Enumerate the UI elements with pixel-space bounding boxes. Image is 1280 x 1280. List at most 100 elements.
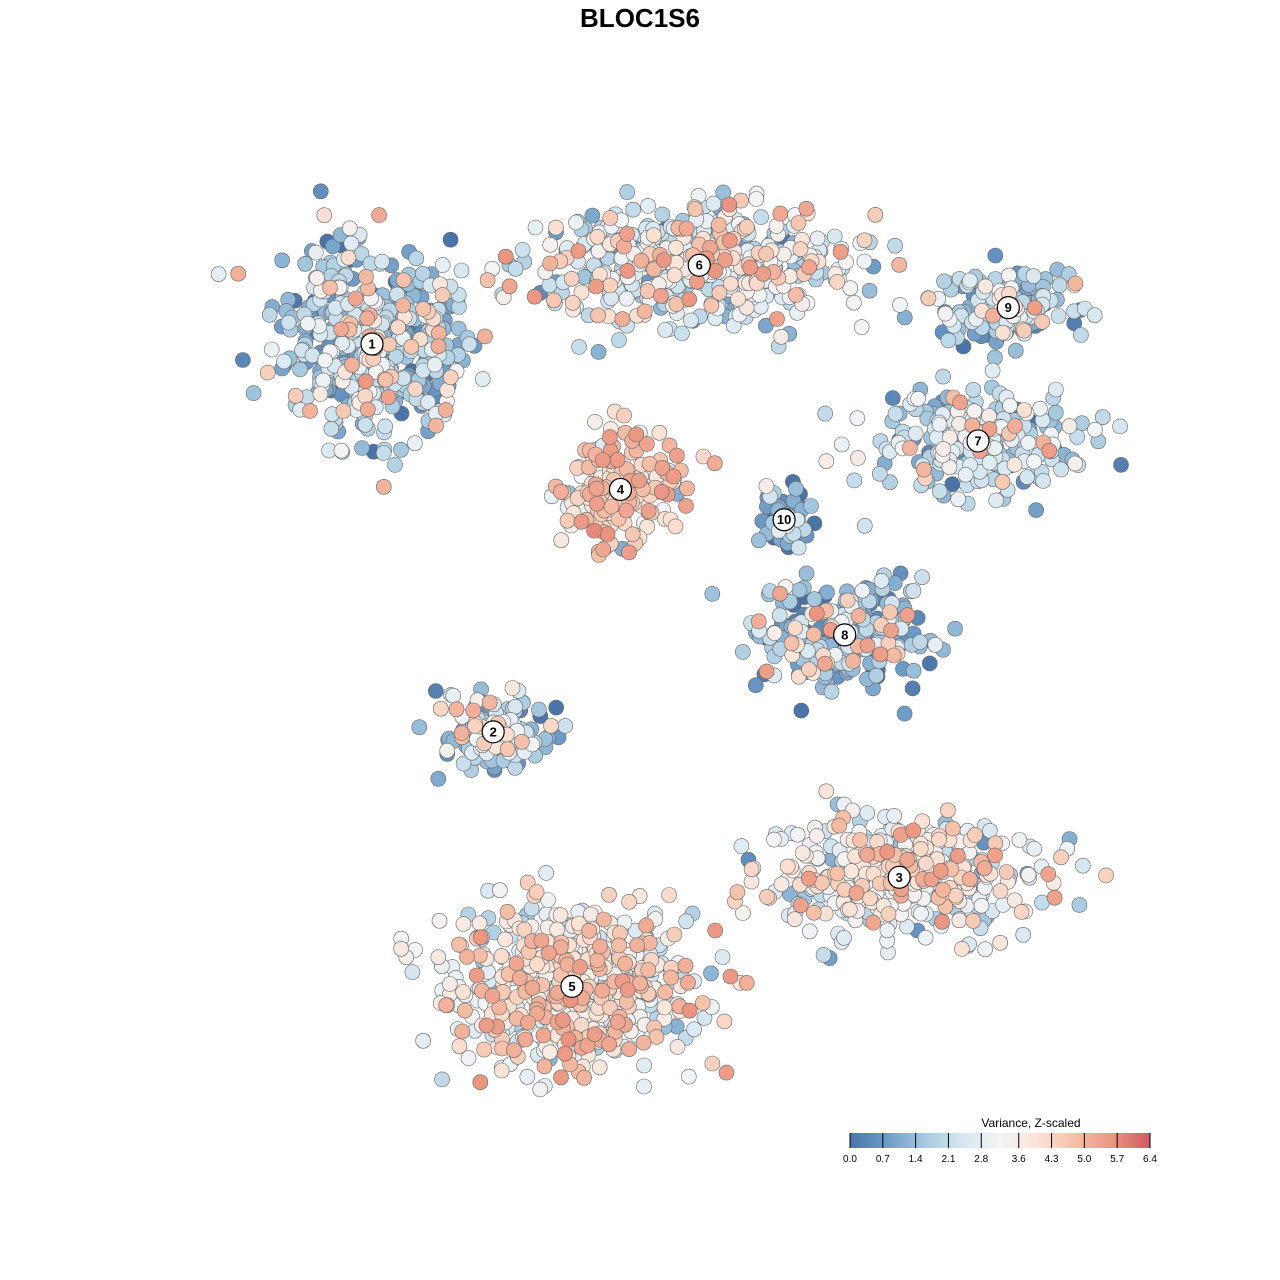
- cell-point: [817, 405, 834, 422]
- cell-point: [899, 607, 916, 624]
- cell-point: [476, 1041, 492, 1058]
- cell-point: [1020, 866, 1037, 883]
- cell-point: [588, 480, 605, 497]
- cell-point: [497, 931, 514, 948]
- cell-point: [657, 322, 674, 338]
- cell-point: [455, 984, 471, 1000]
- cell-point: [679, 480, 695, 497]
- cell-point: [1113, 457, 1129, 473]
- cell-point: [1067, 455, 1083, 472]
- cell-point: [935, 882, 951, 898]
- cell-point: [823, 683, 840, 700]
- cell-point: [316, 207, 333, 223]
- cell-point: [976, 860, 993, 877]
- cell-point: [554, 1012, 571, 1028]
- cell-point: [568, 214, 584, 231]
- cell-point: [333, 321, 349, 338]
- cell-point: [543, 717, 559, 734]
- cluster-label-6: 6: [687, 253, 711, 277]
- cell-point: [703, 297, 720, 314]
- cell-point: [573, 513, 590, 530]
- cell-point: [572, 959, 588, 975]
- cell-point: [454, 1023, 471, 1040]
- cell-point: [297, 255, 314, 272]
- cell-point: [344, 356, 360, 373]
- cell-point: [621, 1041, 637, 1057]
- cell-point: [517, 1031, 534, 1048]
- cell-point: [407, 381, 424, 397]
- cell-point: [625, 201, 642, 218]
- cell-point: [594, 982, 611, 999]
- cell-point: [800, 870, 817, 887]
- cell-point: [896, 705, 913, 722]
- cell-point: [609, 451, 626, 468]
- cell-point: [718, 1064, 735, 1081]
- cell-point: [758, 663, 775, 680]
- cell-point: [1098, 867, 1114, 884]
- cell-point: [861, 282, 878, 299]
- cell-point: [586, 522, 602, 539]
- cluster-label-9: 9: [996, 296, 1020, 320]
- cell-point: [666, 926, 683, 943]
- cell-point: [653, 483, 670, 500]
- cell-point: [1069, 429, 1085, 445]
- cluster-label-text: 10: [777, 512, 791, 527]
- cell-point: [882, 604, 898, 620]
- cell-point: [829, 865, 846, 882]
- cell-point: [992, 883, 1009, 899]
- cell-point: [1016, 322, 1032, 339]
- cell-point: [614, 311, 631, 327]
- cell-point: [793, 702, 810, 719]
- cell-point: [618, 290, 635, 307]
- cell-point: [962, 871, 978, 888]
- cell-point: [340, 249, 357, 266]
- cell-point: [621, 893, 637, 910]
- cell-point: [532, 1081, 549, 1098]
- cell-point: [457, 1002, 473, 1019]
- cell-point: [302, 403, 318, 419]
- cell-point: [905, 583, 922, 599]
- cell-point: [914, 569, 930, 586]
- cell-point: [407, 435, 423, 452]
- cell-point: [773, 876, 790, 893]
- cell-point: [430, 338, 447, 355]
- cluster-label-text: 1: [368, 337, 375, 352]
- cell-point: [618, 502, 635, 519]
- cluster-label-1: 1: [360, 332, 384, 356]
- cell-point: [511, 970, 528, 986]
- cell-point: [455, 916, 472, 932]
- cell-point: [536, 1058, 553, 1075]
- cell-point: [1011, 832, 1028, 848]
- cell-point: [771, 607, 788, 624]
- cell-point: [467, 718, 483, 734]
- cell-point: [801, 259, 817, 276]
- legend-title: Variance, Z-scaled: [981, 1116, 1080, 1130]
- cell-point: [705, 195, 722, 212]
- cell-point: [669, 447, 685, 464]
- cell-point: [493, 1062, 510, 1079]
- cell-point: [535, 1027, 552, 1044]
- cell-point: [994, 324, 1011, 341]
- cell-point: [801, 923, 818, 940]
- cell-point: [636, 1078, 652, 1095]
- cell-point: [595, 541, 612, 558]
- legend-tick-label: 0.7: [876, 1154, 890, 1165]
- cell-point: [292, 361, 308, 378]
- cell-point: [854, 582, 871, 599]
- cell-point: [1087, 421, 1103, 438]
- cell-point: [952, 394, 969, 411]
- cluster-label-4: 4: [608, 477, 633, 502]
- cell-point: [1034, 314, 1050, 330]
- cluster-label-7: 7: [966, 429, 990, 453]
- cell-point: [507, 260, 524, 277]
- cell-point: [434, 1071, 450, 1088]
- cell-point: [657, 984, 674, 1001]
- cell-point: [501, 278, 518, 295]
- cell-point: [706, 455, 723, 472]
- cell-point: [549, 921, 566, 938]
- cell-point: [633, 252, 650, 269]
- cluster-label-2: 2: [481, 720, 505, 744]
- cell-point: [635, 1034, 652, 1051]
- cell-point: [748, 191, 765, 207]
- cell-point: [722, 968, 739, 985]
